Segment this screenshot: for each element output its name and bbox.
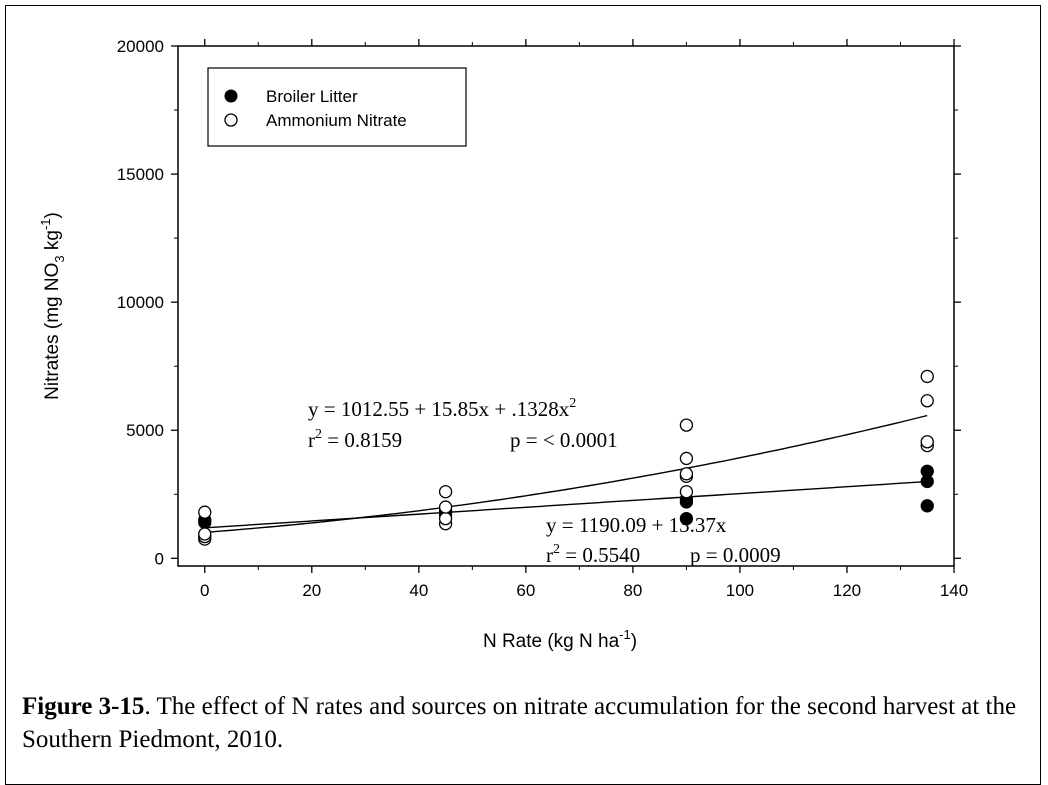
plot-area [177,45,955,567]
ammonium-nitrate-point [920,369,934,384]
quadratic-fit-line [204,414,928,534]
y-tick-label: 0 [155,549,164,568]
x-tick-label: 20 [302,581,321,600]
x-tick-label: 40 [409,581,428,600]
x-tick-label: 60 [516,581,535,600]
ammonium-nitrate-point [438,511,453,526]
legend-filled-circle-marker [224,89,238,103]
plot-border [177,45,955,567]
linear-r2: r2 = 0.5540 [546,542,640,567]
x-tick-label: 80 [623,581,642,600]
quadratic-r2: r2 = 0.8159 [308,427,402,452]
ammonium-nitrate-point [198,527,212,541]
broiler-litter-point [920,464,934,478]
linear-equation: y = 1190.09 + 13.37x [546,513,727,537]
legend-label-ammonium: Ammonium Nitrate [266,111,407,130]
y-tick-label: 5000 [126,421,164,440]
linear-fit-line [204,480,928,529]
legend-label-broiler: Broiler Litter [266,87,358,106]
y-axis-label: Nitrates (mg NO3 kg-1) [38,212,67,400]
broiler-litter-point [679,511,694,526]
fit-curves [204,414,928,534]
ammonium-nitrate-point [438,485,453,499]
ammonium-nitrate-point [679,485,694,499]
ammonium-nitrate-point [198,505,212,519]
ammonium-nitrate-point [679,418,694,432]
ammonium-nitrate-point [438,500,453,514]
annotation-linear: y = 1190.09 + 13.37x r2 = 0.5540 p = 0.0… [546,513,781,567]
ammonium-nitrate-point [920,394,934,408]
legend-box [207,67,467,147]
axis-ticks: 0 20 40 60 80 100 120 140 0 5000 10000 15000 20000 [117,37,968,600]
legend: Broiler Litter Ammonium Nitrate [207,67,467,147]
legend-open-circle-marker [224,113,238,127]
scatter-chart: 0 20 40 60 80 100 120 140 0 5000 10000 15000 20000 B… [38,37,968,652]
annotation-quadratic: y = 1012.55 + 15.85x + .1328x2 r2 = 0.81… [308,396,618,452]
y-tick-label: 15000 [117,165,164,184]
ammonium-nitrate-point [920,435,934,449]
linear-p-value: p = 0.0009 [690,543,781,567]
y-tick-label: 10000 [117,293,164,312]
x-tick-label: 0 [200,581,209,600]
caption-label: Figure 3-15 [22,693,145,720]
ammonium-nitrate-point [679,467,694,481]
quadratic-equation: y = 1012.55 + 15.85x + .1328x2 [308,396,576,421]
y-tick-label: 20000 [117,37,164,56]
x-tick-label: 120 [833,581,861,600]
x-axis-label: N Rate (kg N ha-1) [483,627,637,652]
broiler-litter-point [920,499,934,513]
quadratic-p-value: p = < 0.0001 [510,428,618,452]
figure-caption: Figure 3-15. The effect of N rates and s… [22,690,1032,756]
x-tick-label: 100 [726,581,754,600]
data-points [198,369,934,546]
ammonium-nitrate-point [679,451,694,466]
x-tick-label: 140 [940,581,968,600]
caption-text: . The effect of N rates and sources on n… [22,693,1017,753]
